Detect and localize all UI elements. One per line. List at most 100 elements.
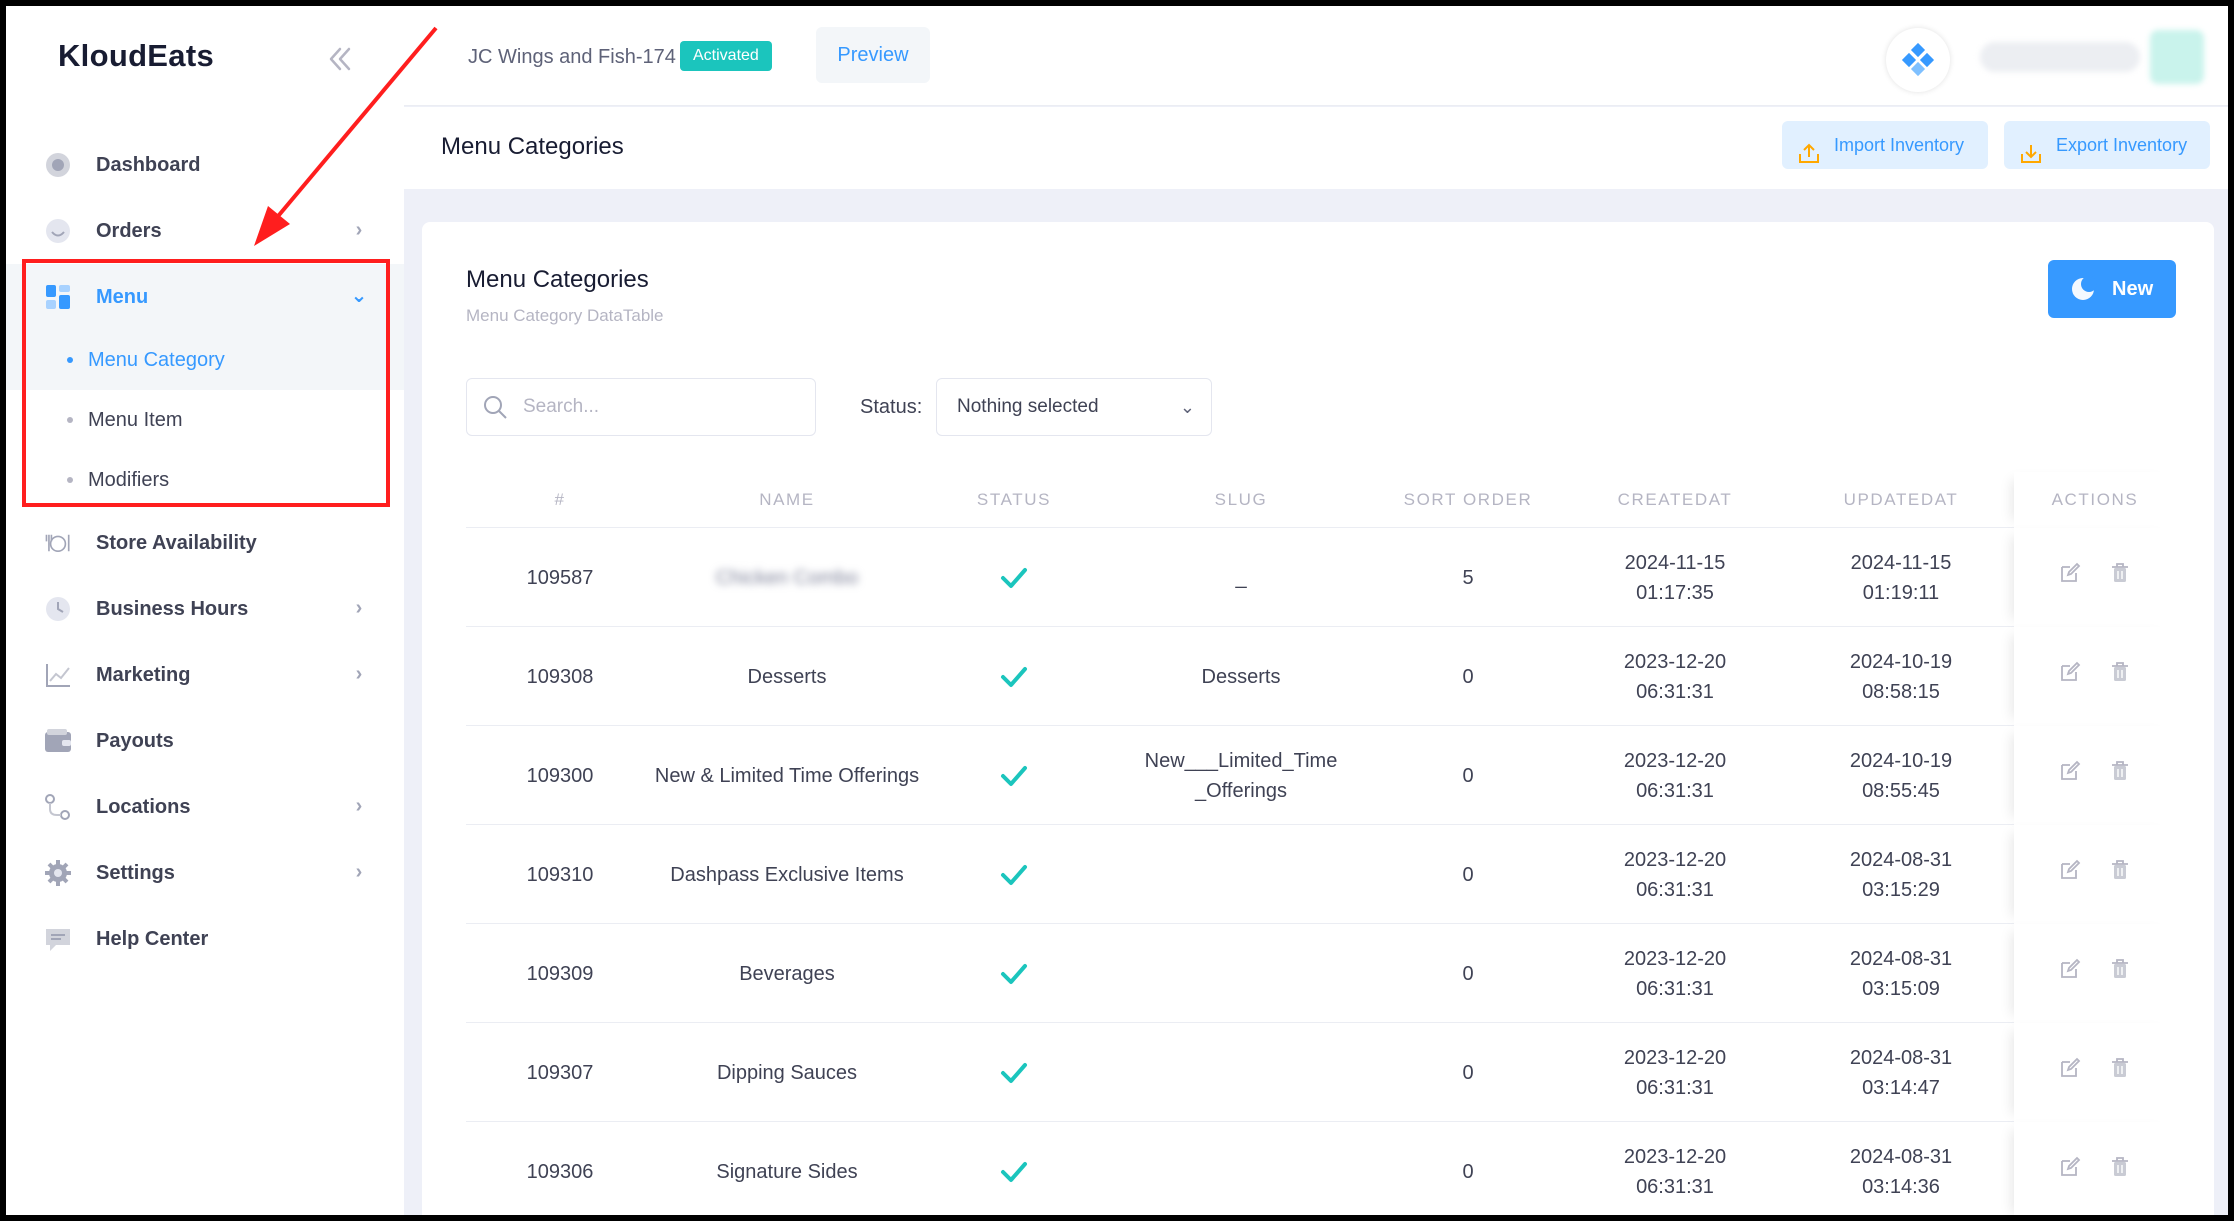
column-header-actions: ACTIONS	[2014, 472, 2176, 528]
updated-time: 03:14:47	[1862, 1076, 1940, 1099]
sidebar-item-locations[interactable]: Locations ›	[6, 774, 404, 840]
edit-icon[interactable]	[2045, 661, 2095, 692]
cell-createdat: 2023-12-20 06:31:31	[1562, 1023, 1788, 1122]
sidebar-item-help-center[interactable]: Help Center	[6, 906, 404, 972]
table-row: 109300 New & Limited Time Offerings New___…	[466, 726, 2176, 825]
chevron-right-icon: ›	[355, 597, 363, 619]
column-header-createdat[interactable]: CREATEDAT	[1617, 490, 1733, 509]
sidebar-item-dashboard[interactable]: Dashboard	[6, 132, 404, 198]
search-input[interactable]	[523, 387, 803, 427]
created-date: 2023-12-20	[1623, 749, 1727, 772]
cell-actions	[2014, 825, 2176, 924]
updated-time: 08:58:15	[1862, 680, 1940, 703]
updated-time: 03:15:09	[1862, 977, 1940, 1000]
sidebar-subitem-label: Menu Category	[88, 348, 225, 371]
export-inventory-button[interactable]: Export Inventory	[2004, 121, 2210, 169]
import-inventory-button[interactable]: Import Inventory	[1782, 121, 1988, 169]
created-date: 2023-12-20	[1623, 1145, 1727, 1168]
cell-name: New & Limited Time Offerings	[654, 764, 920, 787]
app-switcher-icon[interactable]	[1886, 28, 1950, 92]
created-time: 06:31:31	[1636, 977, 1714, 1000]
cell-slug	[1108, 1023, 1374, 1122]
trash-icon[interactable]	[2095, 562, 2145, 593]
sidebar-subitem-modifiers[interactable]: Modifiers	[6, 450, 404, 510]
cell-name: Beverages	[739, 962, 835, 985]
status-badge: Activated	[680, 41, 772, 71]
route-icon	[44, 793, 72, 821]
column-header-updatedat[interactable]: UPDATEDAT	[1843, 490, 1959, 509]
sidebar-item-payouts[interactable]: Payouts	[6, 708, 404, 774]
cell-updatedat: 2024-10-19 08:58:15	[1788, 627, 2014, 726]
cell-createdat: 2023-12-20 06:31:31	[1562, 924, 1788, 1023]
edit-icon[interactable]	[2045, 958, 2095, 989]
sidebar-item-label: Menu	[96, 285, 149, 308]
export-label: Export Inventory	[2056, 135, 2188, 155]
cell-id: 109306	[526, 1160, 594, 1183]
edit-icon[interactable]	[2045, 859, 2095, 890]
column-header-name[interactable]: NAME	[759, 490, 815, 509]
cell-updatedat: 2024-08-31 03:15:09	[1788, 924, 2014, 1023]
user-name-blurred[interactable]	[1980, 42, 2140, 72]
brand-logo[interactable]: KloudEats	[58, 38, 214, 73]
new-category-button[interactable]: New	[2048, 260, 2176, 318]
column-header-status[interactable]: STATUS	[976, 490, 1052, 509]
column-header-id[interactable]: #	[554, 490, 566, 509]
edit-icon[interactable]	[2045, 1057, 2095, 1088]
column-header-sort-order[interactable]: SORT ORDER	[1403, 490, 1533, 509]
cell-updatedat: 2024-08-31 03:14:47	[1788, 1023, 2014, 1122]
edit-icon[interactable]	[2045, 562, 2095, 593]
avatar[interactable]	[2150, 30, 2204, 84]
table-row: 109587 Chicken Combo _ 5 2024-11-15 01:17:35 2…	[466, 528, 2176, 627]
chevron-right-icon: ›	[355, 663, 363, 685]
cell-createdat: 2023-12-20 06:31:31	[1562, 1122, 1788, 1215]
trash-icon[interactable]	[2095, 661, 2145, 692]
sidebar-item-store-availability[interactable]: Store Availability	[6, 510, 404, 576]
categories-table: # NAME STATUS SLUG SORT ORDER CREATEDAT …	[466, 472, 2176, 1215]
cell-createdat: 2024-11-15 01:17:35	[1562, 528, 1788, 627]
column-header-slug[interactable]: SLUG	[1214, 490, 1268, 509]
trash-icon[interactable]	[2095, 859, 2145, 890]
gear-icon	[44, 859, 72, 887]
sidebar-item-marketing[interactable]: Marketing ›	[6, 642, 404, 708]
updated-date: 2024-08-31	[1849, 848, 1953, 871]
cell-slug: _	[1235, 566, 1247, 589]
page-title: Menu Categories	[441, 133, 624, 160]
bullet-icon	[67, 417, 73, 423]
check-icon	[920, 627, 1108, 726]
trash-icon[interactable]	[2095, 958, 2145, 989]
sidebar-subitem-menu-category[interactable]: Menu Category	[6, 330, 404, 390]
sidebar-item-business-hours[interactable]: Business Hours ›	[6, 576, 404, 642]
edit-icon[interactable]	[2045, 1156, 2095, 1187]
preview-button[interactable]: Preview	[816, 27, 930, 83]
created-date: 2023-12-20	[1623, 1046, 1727, 1069]
collapse-sidebar-icon[interactable]	[322, 42, 356, 76]
cell-id: 109587	[526, 566, 594, 589]
dining-icon	[44, 529, 72, 557]
table-row: 109307 Dipping Sauces 0 2023-12-20 06:31:31 2…	[466, 1023, 2176, 1122]
sidebar-item-label: Dashboard	[96, 153, 201, 176]
trash-icon[interactable]	[2095, 1057, 2145, 1088]
card-title: Menu Categories	[466, 266, 649, 293]
search-field[interactable]	[466, 378, 816, 436]
updated-time: 01:19:11	[1862, 581, 1940, 604]
check-icon	[920, 1122, 1108, 1215]
cell-updatedat: 2024-10-19 08:55:45	[1788, 726, 2014, 825]
updated-date: 2024-08-31	[1849, 1046, 1953, 1069]
created-time: 06:31:31	[1636, 779, 1714, 802]
chart-line-icon	[44, 661, 72, 689]
sidebar-item-orders[interactable]: Orders ›	[6, 198, 404, 264]
cell-id: 109308	[526, 665, 594, 688]
check-icon	[920, 528, 1108, 627]
table-body: 109587 Chicken Combo _ 5 2024-11-15 01:17:35 2…	[466, 528, 2176, 1215]
sidebar-item-settings[interactable]: Settings ›	[6, 840, 404, 906]
table-row: 109308 Desserts Desserts 0 2023-12-20 06:31:3…	[466, 627, 2176, 726]
cell-slug	[1108, 825, 1374, 924]
trash-icon[interactable]	[2095, 760, 2145, 791]
cell-sort-order: 0	[1462, 764, 1474, 787]
edit-icon[interactable]	[2045, 760, 2095, 791]
status-filter-label: Status:	[860, 396, 923, 418]
trash-icon[interactable]	[2095, 1156, 2145, 1187]
sidebar-item-menu[interactable]: Menu ⌄	[6, 264, 404, 330]
sidebar-subitem-menu-item[interactable]: Menu Item	[6, 390, 404, 450]
status-filter-select[interactable]: Nothing selected ⌄	[936, 378, 1212, 436]
